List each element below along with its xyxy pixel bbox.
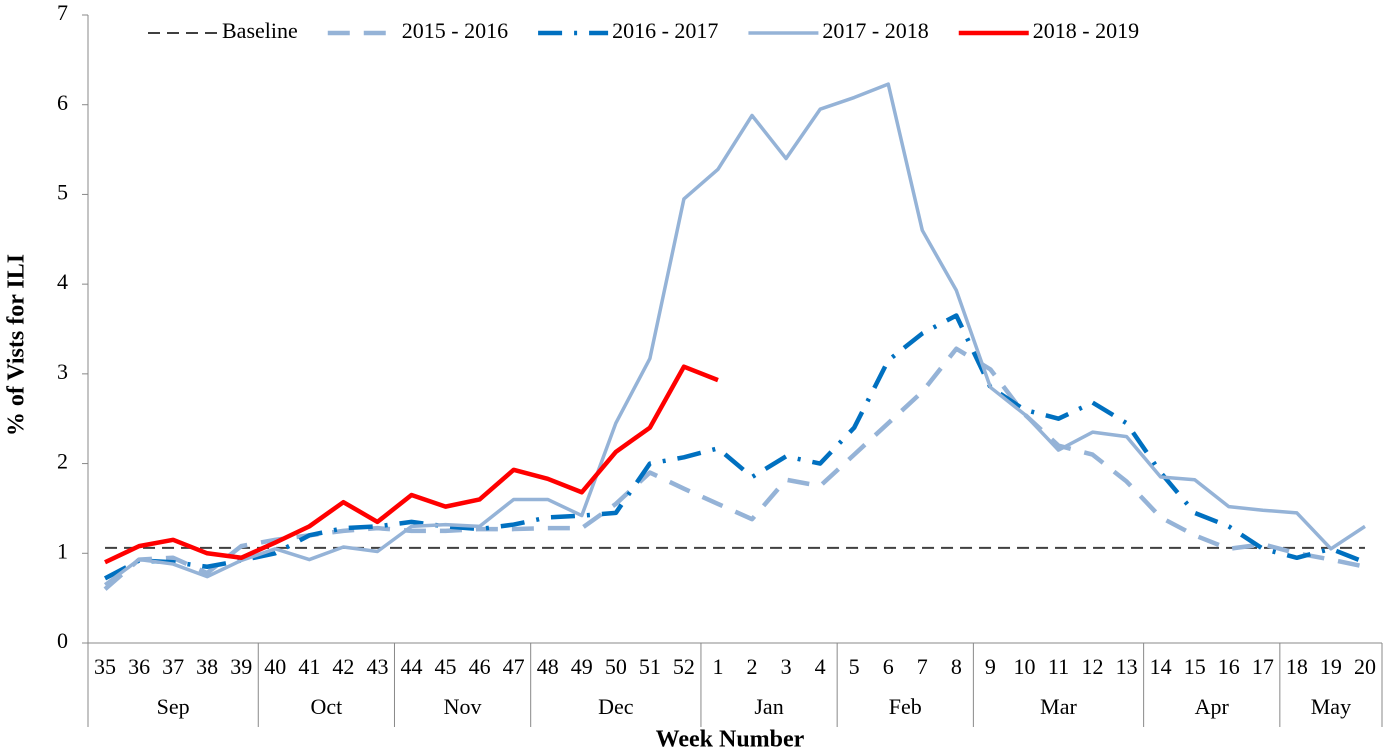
x-tick-label: 13 xyxy=(1116,654,1138,679)
x-tick-label: 43 xyxy=(366,654,388,679)
group-label: Nov xyxy=(444,694,482,719)
y-tick-label: 1 xyxy=(57,538,68,563)
group-label: Mar xyxy=(1040,694,1077,719)
x-tick-label: 37 xyxy=(162,654,184,679)
group-label: Feb xyxy=(889,694,922,719)
x-tick-label: 1 xyxy=(712,654,723,679)
x-tick-label: 12 xyxy=(1082,654,1104,679)
x-tick-label: 14 xyxy=(1150,654,1172,679)
x-tick-label: 35 xyxy=(94,654,116,679)
legend-label: Baseline xyxy=(222,18,298,43)
x-tick-label: 45 xyxy=(435,654,457,679)
x-tick-label: 11 xyxy=(1048,654,1069,679)
x-tick-label: 46 xyxy=(469,654,491,679)
group-label: Oct xyxy=(310,694,342,719)
series-line xyxy=(103,82,1366,587)
x-tick-label: 41 xyxy=(298,654,320,679)
x-tick-label: 15 xyxy=(1184,654,1206,679)
group-label: Dec xyxy=(598,694,634,719)
group-label: Apr xyxy=(1195,694,1230,719)
x-tick-label: 18 xyxy=(1286,654,1308,679)
legend-label: 2016 - 2017 xyxy=(612,18,718,43)
x-tick-label: 16 xyxy=(1218,654,1240,679)
x-tick-label: 38 xyxy=(196,654,218,679)
x-tick-label: 6 xyxy=(883,654,894,679)
x-tick-label: 8 xyxy=(951,654,962,679)
x-axis-label: Week Number xyxy=(656,727,805,753)
x-tick-label: 5 xyxy=(849,654,860,679)
group-label: May xyxy=(1311,694,1351,719)
group-label: Jan xyxy=(754,694,783,719)
x-tick-label: 48 xyxy=(537,654,559,679)
x-tick-label: 52 xyxy=(673,654,695,679)
y-tick-label: 5 xyxy=(57,179,68,204)
y-tick-label: 7 xyxy=(57,0,68,25)
y-tick-label: 0 xyxy=(57,628,68,653)
x-tick-label: 47 xyxy=(503,654,525,679)
x-tick-label: 4 xyxy=(815,654,826,679)
x-tick-label: 3 xyxy=(781,654,792,679)
x-tick-label: 2 xyxy=(747,654,758,679)
y-tick-label: 4 xyxy=(57,269,68,294)
series-line xyxy=(104,364,719,565)
x-tick-label: 9 xyxy=(985,654,996,679)
y-tick-label: 2 xyxy=(57,449,68,474)
x-tick-label: 20 xyxy=(1354,654,1376,679)
x-tick-label: 36 xyxy=(128,654,150,679)
x-tick-label: 19 xyxy=(1320,654,1342,679)
x-tick-label: 42 xyxy=(332,654,354,679)
legend-label: 2018 - 2019 xyxy=(1033,18,1139,43)
y-tick-label: 3 xyxy=(57,359,68,384)
x-tick-label: 17 xyxy=(1252,654,1274,679)
y-axis-label: % of Vists for ILI xyxy=(4,254,30,436)
x-tick-label: 40 xyxy=(264,654,286,679)
legend-label: 2015 - 2016 xyxy=(402,18,508,43)
series-line xyxy=(103,313,1366,581)
x-tick-label: 39 xyxy=(230,654,252,679)
x-tick-label: 49 xyxy=(571,654,593,679)
y-tick-label: 6 xyxy=(57,90,68,115)
x-tick-label: 44 xyxy=(401,654,423,679)
x-tick-label: 51 xyxy=(639,654,661,679)
legend-label: 2017 - 2018 xyxy=(822,18,928,43)
x-tick-label: 10 xyxy=(1013,654,1035,679)
x-tick-label: 7 xyxy=(917,654,928,679)
group-label: Sep xyxy=(157,694,190,719)
x-tick-label: 50 xyxy=(605,654,627,679)
